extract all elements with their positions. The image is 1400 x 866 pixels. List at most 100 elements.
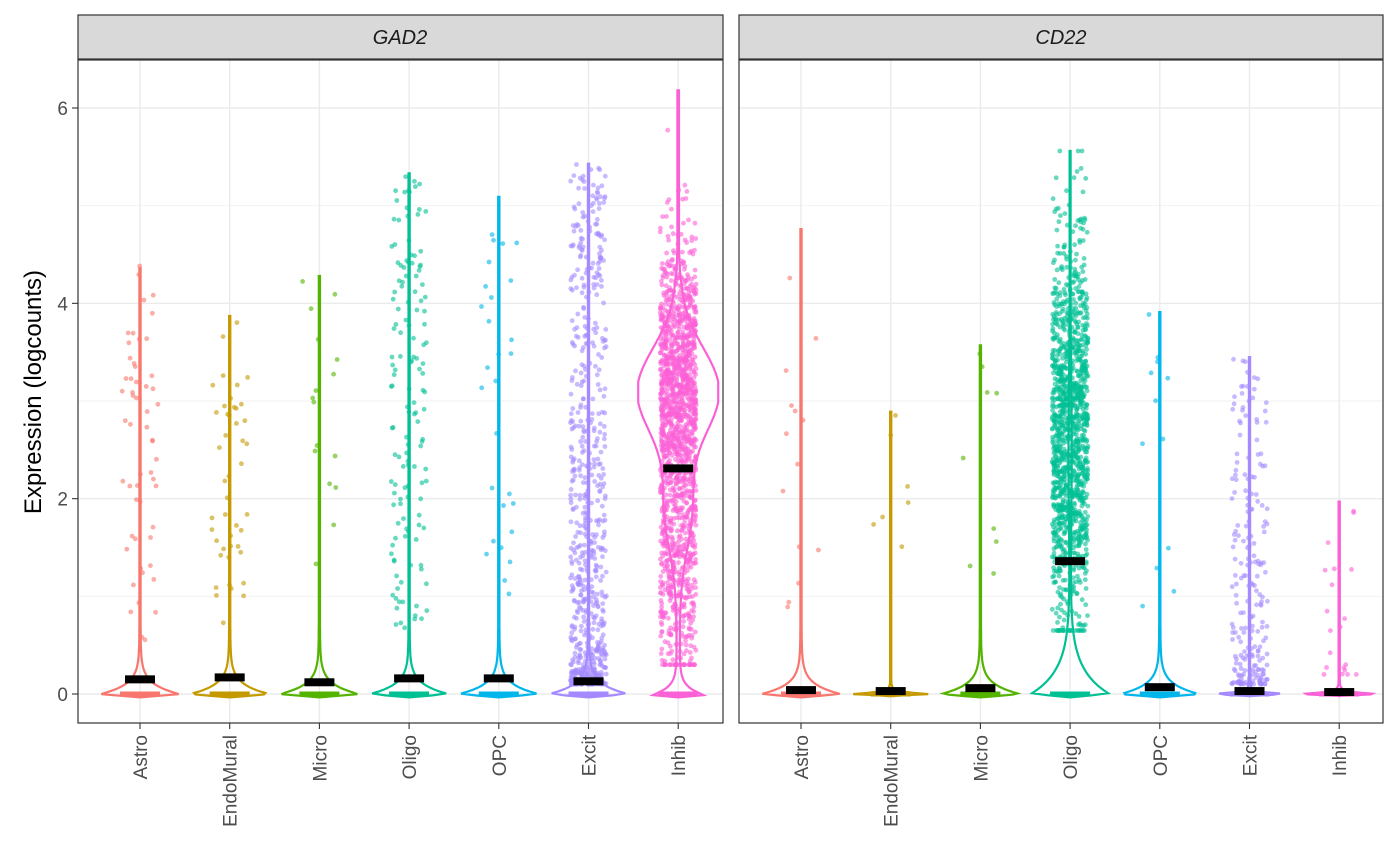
data-point	[680, 429, 686, 435]
data-point	[1075, 395, 1081, 401]
data-point	[1081, 516, 1087, 522]
data-point	[238, 549, 244, 555]
data-point	[591, 594, 597, 600]
data-point	[1254, 602, 1259, 608]
data-point	[1057, 251, 1063, 256]
data-point	[136, 272, 142, 277]
data-point	[663, 492, 669, 498]
data-point	[587, 450, 592, 456]
data-point	[1254, 437, 1260, 443]
mean-marker-astro	[786, 686, 816, 695]
data-point	[1084, 311, 1090, 317]
data-point	[568, 678, 573, 683]
data-point	[241, 580, 247, 586]
data-point	[424, 340, 429, 346]
data-point	[669, 258, 675, 263]
data-point	[688, 295, 694, 301]
data-point	[422, 294, 428, 300]
data-point	[602, 431, 608, 437]
data-point	[816, 547, 821, 553]
data-point	[1060, 548, 1066, 554]
data-point	[1050, 351, 1056, 357]
panel-gad2: GAD2 Astro EndoMural Micro Oligo OPC Excit Inh…	[77, 14, 724, 827]
data-point	[667, 662, 673, 668]
data-point	[669, 206, 674, 212]
data-point	[580, 434, 586, 440]
points-opc	[1140, 312, 1177, 609]
data-point	[786, 599, 792, 605]
data-point	[663, 378, 669, 383]
data-point	[659, 357, 665, 363]
data-point	[600, 601, 606, 606]
data-point	[413, 537, 419, 542]
data-point	[680, 552, 686, 558]
data-point	[592, 461, 597, 467]
data-point	[582, 315, 588, 320]
data-point	[598, 578, 603, 583]
data-point	[596, 462, 602, 467]
data-point	[602, 444, 608, 449]
data-point	[597, 244, 603, 250]
data-point	[688, 554, 694, 559]
data-point	[668, 590, 674, 596]
data-point	[1079, 433, 1085, 438]
data-point	[1070, 345, 1075, 351]
data-point	[599, 183, 605, 189]
data-point	[682, 457, 688, 463]
data-point	[1056, 280, 1062, 286]
data-point	[1064, 451, 1070, 457]
data-point	[1055, 502, 1061, 507]
data-point	[1263, 635, 1269, 641]
data-point	[150, 524, 156, 530]
data-point	[1252, 474, 1257, 480]
data-point	[994, 390, 1000, 396]
violin-micro	[939, 344, 1022, 699]
data-point	[685, 568, 690, 573]
data-point	[693, 291, 699, 296]
data-point	[1064, 402, 1069, 408]
data-point	[240, 438, 246, 444]
data-point	[1250, 395, 1256, 401]
data-point	[123, 376, 129, 381]
data-point	[1262, 681, 1268, 687]
data-point	[300, 279, 305, 284]
data-point	[571, 468, 577, 473]
data-point	[666, 324, 672, 330]
data-point	[1261, 560, 1267, 566]
data-point	[1051, 502, 1056, 507]
data-point	[685, 539, 690, 545]
data-point	[421, 525, 427, 531]
data-point	[1077, 526, 1083, 531]
data-point	[681, 220, 686, 226]
data-point	[1249, 491, 1254, 497]
data-point	[1082, 571, 1088, 576]
data-point	[1236, 634, 1242, 640]
data-point	[678, 334, 684, 340]
violin-group-endomural	[853, 410, 929, 698]
data-point	[598, 547, 604, 553]
data-point	[1054, 267, 1060, 273]
data-point	[1084, 388, 1090, 394]
data-point	[1248, 507, 1254, 512]
data-point	[669, 328, 674, 334]
data-point	[308, 306, 314, 312]
data-point	[1081, 522, 1086, 528]
data-point	[568, 500, 574, 506]
data-point	[691, 577, 697, 583]
data-point	[1052, 277, 1058, 282]
data-point	[684, 489, 690, 495]
data-point	[1060, 497, 1066, 503]
data-point	[401, 265, 407, 270]
data-point	[690, 449, 695, 454]
data-point	[677, 493, 682, 498]
data-point	[1052, 362, 1058, 368]
data-point	[590, 193, 596, 199]
data-point	[674, 662, 680, 668]
data-point	[1050, 407, 1055, 413]
data-point	[1240, 405, 1246, 410]
data-point	[1259, 624, 1265, 630]
data-point	[424, 581, 429, 587]
data-point	[585, 332, 590, 338]
data-point	[584, 267, 590, 272]
data-point	[569, 340, 575, 345]
